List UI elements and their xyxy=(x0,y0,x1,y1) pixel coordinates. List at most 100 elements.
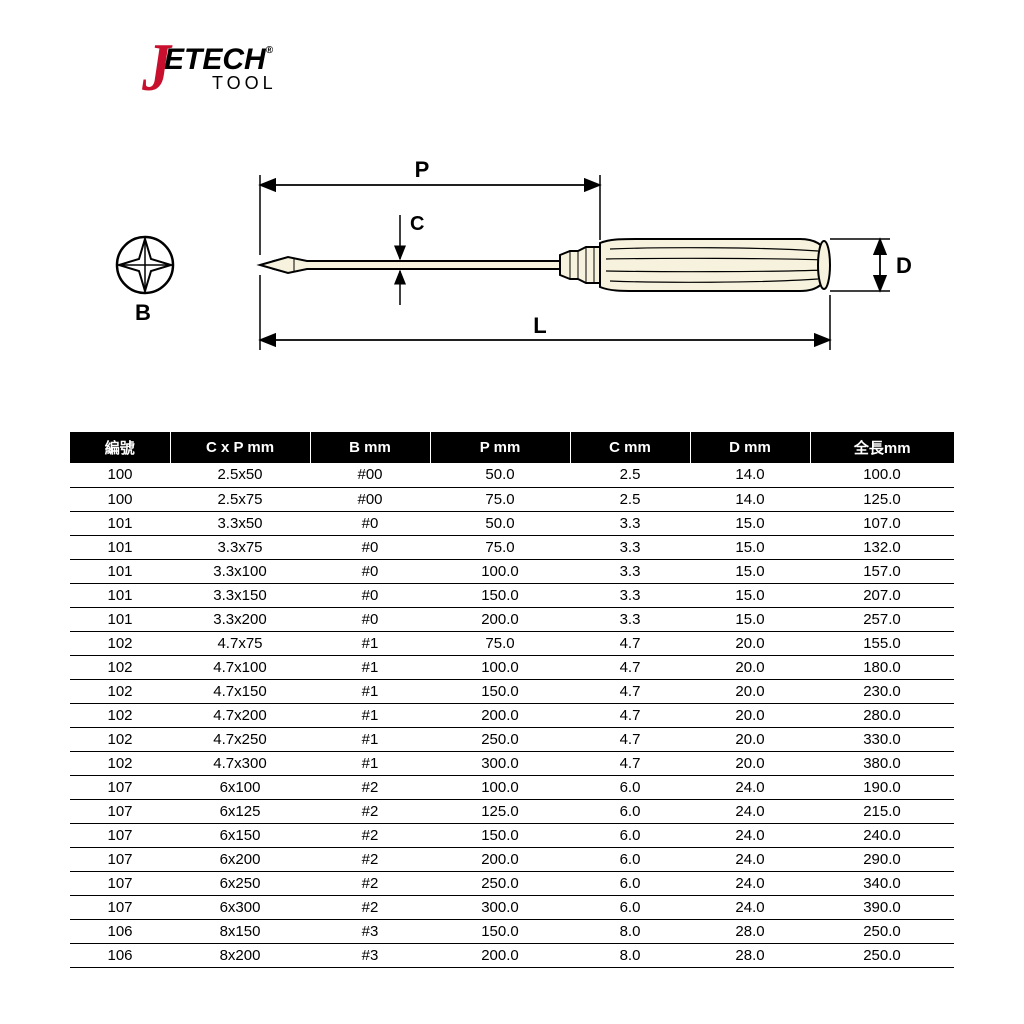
table-column-header: 全長mm xyxy=(810,432,954,463)
table-cell: #2 xyxy=(310,847,430,871)
table-cell: #2 xyxy=(310,895,430,919)
table-cell: 24.0 xyxy=(690,847,810,871)
table-cell: #0 xyxy=(310,511,430,535)
table-cell: 6x150 xyxy=(170,823,310,847)
table-cell: 190.0 xyxy=(810,775,954,799)
table-cell: 150.0 xyxy=(430,919,570,943)
table-cell: 330.0 xyxy=(810,727,954,751)
table-column-header: D mm xyxy=(690,432,810,463)
table-cell: 290.0 xyxy=(810,847,954,871)
table-cell: #0 xyxy=(310,535,430,559)
table-cell: 3.3 xyxy=(570,511,690,535)
table-cell: 101 xyxy=(70,559,170,583)
table-cell: 24.0 xyxy=(690,823,810,847)
table-cell: 107 xyxy=(70,775,170,799)
table-cell: 107 xyxy=(70,847,170,871)
specifications-table: 編號C x P mmB mmP mmC mmD mm全長mm 1002.5x50… xyxy=(70,432,954,968)
table-cell: 390.0 xyxy=(810,895,954,919)
table-cell: 20.0 xyxy=(690,727,810,751)
dimension-p: P xyxy=(260,157,600,255)
table-cell: 6.0 xyxy=(570,871,690,895)
table-cell: #0 xyxy=(310,607,430,631)
table-column-header: B mm xyxy=(310,432,430,463)
table-cell: 125.0 xyxy=(810,487,954,511)
table-cell: 3.3x100 xyxy=(170,559,310,583)
table-cell: 157.0 xyxy=(810,559,954,583)
table-column-header: C mm xyxy=(570,432,690,463)
table-cell: #1 xyxy=(310,727,430,751)
table-cell: #0 xyxy=(310,559,430,583)
brand-logo: J ETECH® TOOL xyxy=(140,40,277,94)
table-cell: 102 xyxy=(70,703,170,727)
table-column-header: 編號 xyxy=(70,432,170,463)
table-cell: 101 xyxy=(70,511,170,535)
table-cell: 200.0 xyxy=(430,703,570,727)
table-cell: 14.0 xyxy=(690,463,810,487)
table-cell: 102 xyxy=(70,655,170,679)
table-cell: 257.0 xyxy=(810,607,954,631)
table-cell: 101 xyxy=(70,535,170,559)
table-cell: 106 xyxy=(70,943,170,967)
table-row: 1013.3x200#0200.03.315.0257.0 xyxy=(70,607,954,631)
table-row: 1024.7x250#1250.04.720.0330.0 xyxy=(70,727,954,751)
table-cell: #3 xyxy=(310,919,430,943)
table-cell: 102 xyxy=(70,679,170,703)
table-cell: 150.0 xyxy=(430,823,570,847)
logo-brand-name: ETECH® xyxy=(164,46,277,73)
table-row: 1024.7x75#175.04.720.0155.0 xyxy=(70,631,954,655)
logo-text-group: ETECH® TOOL xyxy=(164,46,277,94)
table-cell: 24.0 xyxy=(690,775,810,799)
table-cell: 125.0 xyxy=(430,799,570,823)
table-cell: 230.0 xyxy=(810,679,954,703)
table-cell: 207.0 xyxy=(810,583,954,607)
table-cell: 100.0 xyxy=(430,775,570,799)
table-row: 1024.7x100#1100.04.720.0180.0 xyxy=(70,655,954,679)
table-cell: 150.0 xyxy=(430,679,570,703)
table-cell: 6x250 xyxy=(170,871,310,895)
table-cell: 132.0 xyxy=(810,535,954,559)
table-cell: 100.0 xyxy=(810,463,954,487)
logo-j-letter: J xyxy=(142,40,166,94)
table-cell: 6.0 xyxy=(570,799,690,823)
table-cell: #3 xyxy=(310,943,430,967)
table-cell: 4.7x150 xyxy=(170,679,310,703)
table-cell: 75.0 xyxy=(430,631,570,655)
table-cell: 4.7x75 xyxy=(170,631,310,655)
logo-subtitle: TOOL xyxy=(212,73,277,94)
table-column-header: C x P mm xyxy=(170,432,310,463)
table-cell: 20.0 xyxy=(690,703,810,727)
table-row: 1002.5x50#0050.02.514.0100.0 xyxy=(70,463,954,487)
table-cell: 250.0 xyxy=(810,943,954,967)
table-cell: 6.0 xyxy=(570,847,690,871)
table-cell: 75.0 xyxy=(430,487,570,511)
table-cell: 4.7 xyxy=(570,703,690,727)
table-cell: 20.0 xyxy=(690,631,810,655)
table-cell: 75.0 xyxy=(430,535,570,559)
table-row: 1013.3x75#075.03.315.0132.0 xyxy=(70,535,954,559)
table-cell: 24.0 xyxy=(690,895,810,919)
table-cell: 20.0 xyxy=(690,655,810,679)
table-cell: 8x200 xyxy=(170,943,310,967)
table-row: 1013.3x50#050.03.315.0107.0 xyxy=(70,511,954,535)
table-cell: 100.0 xyxy=(430,655,570,679)
table-cell: 8.0 xyxy=(570,919,690,943)
table-cell: 3.3 xyxy=(570,583,690,607)
table-body: 1002.5x50#0050.02.514.0100.01002.5x75#00… xyxy=(70,463,954,967)
table-cell: 15.0 xyxy=(690,607,810,631)
table-row: 1024.7x300#1300.04.720.0380.0 xyxy=(70,751,954,775)
table-cell: #2 xyxy=(310,775,430,799)
svg-text:L: L xyxy=(533,313,546,338)
table-cell: #00 xyxy=(310,463,430,487)
table-cell: 4.7x100 xyxy=(170,655,310,679)
table-cell: 6x125 xyxy=(170,799,310,823)
table-cell: 107 xyxy=(70,799,170,823)
table-row: 1068x150#3150.08.028.0250.0 xyxy=(70,919,954,943)
table-cell: 280.0 xyxy=(810,703,954,727)
svg-text:C: C xyxy=(410,213,424,235)
table-cell: 107 xyxy=(70,823,170,847)
table-cell: 6x300 xyxy=(170,895,310,919)
table-cell: 101 xyxy=(70,607,170,631)
handle-outline xyxy=(600,239,830,291)
table-row: 1076x150#2150.06.024.0240.0 xyxy=(70,823,954,847)
table-cell: 150.0 xyxy=(430,583,570,607)
